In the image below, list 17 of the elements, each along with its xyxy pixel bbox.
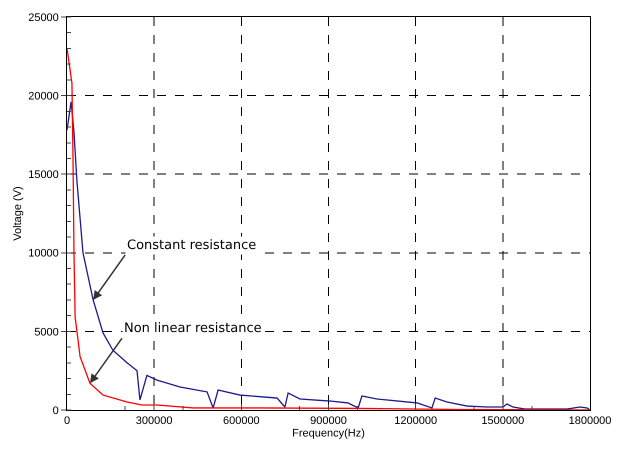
y-tick-label: 10000 [28,248,59,260]
annotation: Constant resistance [127,238,256,253]
x-tick-label: 0 [64,415,70,428]
x-tick-label: 1500000 [481,415,524,428]
annotation: Non linear resistance [124,321,262,336]
x-tick-label: 1800000 [568,415,612,428]
x-axis-title: Frequency(Hz) [292,427,365,440]
y-axis-title: Voltage (V) [12,186,24,241]
y-tick-label: 5000 [34,326,59,338]
x-tick-label: 600000 [222,415,260,428]
x-tick-label: 1200000 [394,415,438,428]
x-tick-label: 300000 [136,415,173,428]
x-tick-label: 900000 [310,415,347,428]
y-tick-label: 25000 [28,12,59,24]
y-tick-label: 15000 [28,169,59,182]
y-tick-label: 0 [52,404,59,417]
y-tick-label: 20000 [28,90,59,102]
